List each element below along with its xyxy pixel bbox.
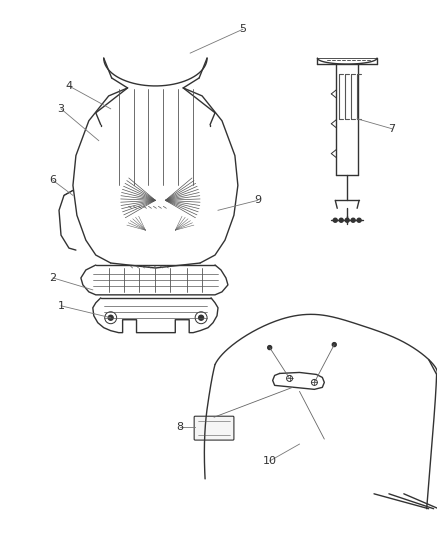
FancyBboxPatch shape xyxy=(194,416,234,440)
Text: 5: 5 xyxy=(239,24,246,34)
Circle shape xyxy=(198,315,204,320)
Text: 10: 10 xyxy=(263,456,277,466)
Text: 6: 6 xyxy=(49,175,57,185)
Text: 4: 4 xyxy=(65,81,73,91)
Circle shape xyxy=(333,218,337,222)
Text: 3: 3 xyxy=(57,104,64,114)
Circle shape xyxy=(351,218,355,222)
Circle shape xyxy=(108,315,113,320)
Circle shape xyxy=(339,218,343,222)
Text: 7: 7 xyxy=(389,124,396,134)
Circle shape xyxy=(345,218,349,222)
Text: 9: 9 xyxy=(254,196,261,205)
Circle shape xyxy=(332,343,336,346)
Text: 1: 1 xyxy=(57,301,64,311)
Text: 2: 2 xyxy=(49,273,57,283)
Circle shape xyxy=(357,218,361,222)
Circle shape xyxy=(268,345,272,350)
Text: 8: 8 xyxy=(177,422,184,432)
